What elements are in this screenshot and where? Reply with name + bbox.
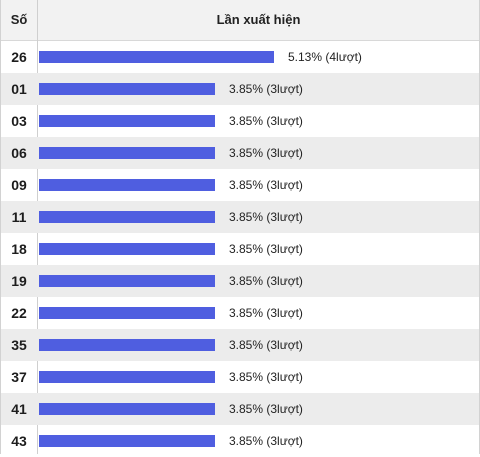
table-row: 06 3.85% (3lượt)	[1, 137, 479, 169]
frequency-label: 3.85% (3lượt)	[229, 306, 303, 320]
row-number: 11	[11, 209, 27, 225]
frequency-label: 3.85% (3lượt)	[229, 242, 303, 256]
frequency-label: 3.85% (3lượt)	[229, 274, 303, 288]
row-number: 01	[11, 81, 27, 97]
table-row: 22 3.85% (3lượt)	[1, 297, 479, 329]
frequency-label: 3.85% (3lượt)	[229, 210, 303, 224]
frequency-label: 3.85% (3lượt)	[229, 338, 303, 352]
row-number: 41	[11, 401, 27, 417]
frequency-label: 3.85% (3lượt)	[229, 434, 303, 448]
table-row: 19 3.85% (3lượt)	[1, 265, 479, 297]
frequency-bar	[39, 435, 215, 447]
row-number: 09	[11, 177, 27, 193]
frequency-bar	[39, 275, 215, 287]
row-number: 26	[11, 49, 27, 65]
row-number: 35	[11, 337, 27, 353]
count-column-header: Lần xuất hiện	[216, 12, 301, 27]
table-row: 37 3.85% (3lượt)	[1, 361, 479, 393]
table-row: 26 5.13% (4lượt)	[1, 41, 479, 73]
table-row: 01 3.85% (3lượt)	[1, 73, 479, 105]
table-body: 26 5.13% (4lượt) 01 3.85% (3lượt) 03 3.85% (3…	[1, 41, 479, 457]
frequency-bar	[39, 115, 215, 127]
row-number: 19	[11, 273, 27, 289]
table-row: 41 3.85% (3lượt)	[1, 393, 479, 425]
table-row: 03 3.85% (3lượt)	[1, 105, 479, 137]
frequency-label: 3.85% (3lượt)	[229, 146, 303, 160]
frequency-bar	[39, 371, 215, 383]
frequency-label: 3.85% (3lượt)	[229, 82, 303, 96]
row-number: 22	[11, 305, 27, 321]
row-number: 03	[11, 113, 27, 129]
frequency-label: 5.13% (4lượt)	[288, 50, 362, 64]
frequency-bar	[39, 83, 215, 95]
frequency-bar	[39, 403, 215, 415]
row-number: 06	[11, 145, 27, 161]
frequency-label: 3.85% (3lượt)	[229, 114, 303, 128]
table-row: 18 3.85% (3lượt)	[1, 233, 479, 265]
number-column-header: Số	[10, 12, 28, 27]
table-row: 09 3.85% (3lượt)	[1, 169, 479, 201]
frequency-bar	[39, 243, 215, 255]
row-number: 43	[11, 433, 27, 449]
frequency-bar	[39, 147, 215, 159]
table-header: Số Lần xuất hiện	[1, 0, 479, 41]
table-row: 11 3.85% (3lượt)	[1, 201, 479, 233]
frequency-bar	[39, 339, 215, 351]
row-number: 18	[11, 241, 27, 257]
frequency-label: 3.85% (3lượt)	[229, 370, 303, 384]
frequency-bar	[39, 51, 274, 63]
frequency-label: 3.85% (3lượt)	[229, 178, 303, 192]
frequency-label: 3.85% (3lượt)	[229, 402, 303, 416]
frequency-bar	[39, 211, 215, 223]
table-row: 35 3.85% (3lượt)	[1, 329, 479, 361]
table-row: 43 3.85% (3lượt)	[1, 425, 479, 457]
row-number: 37	[11, 369, 27, 385]
frequency-bar	[39, 179, 215, 191]
frequency-bar	[39, 307, 215, 319]
